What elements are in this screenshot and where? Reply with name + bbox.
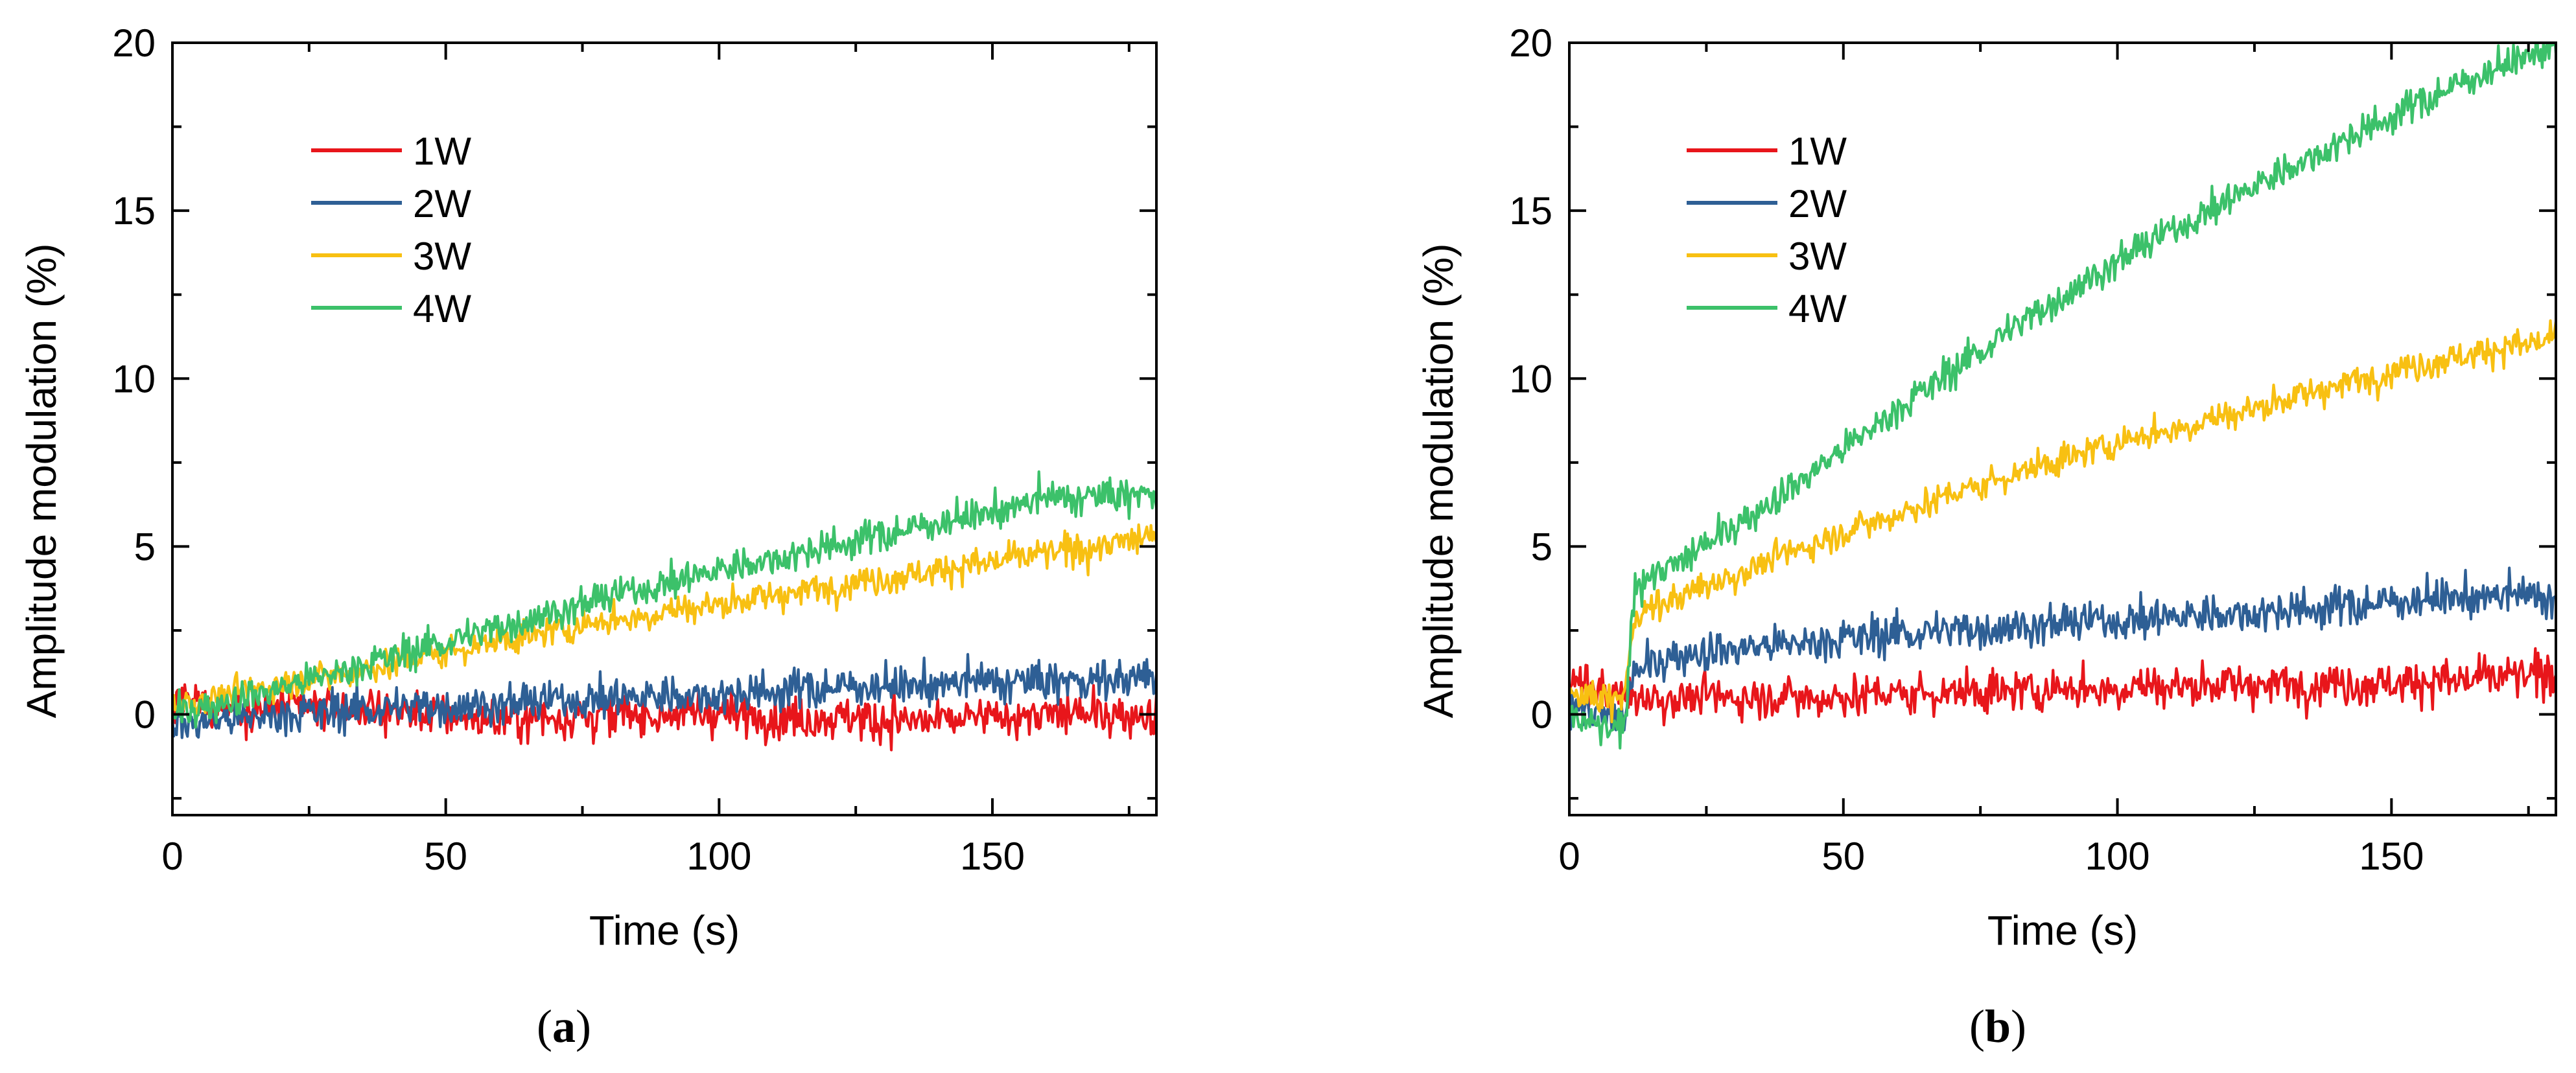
legend-label-4w: 4W — [413, 287, 471, 330]
caption-close-paren: ) — [2011, 1000, 2026, 1052]
x-tick-label: 50 — [1821, 835, 1865, 878]
legend-label-2w: 2W — [1788, 182, 1847, 225]
y-axis-label: Amplitude modulation (%) — [18, 244, 65, 719]
series-line-2w — [1569, 566, 2556, 740]
series-line-4w — [1569, 43, 2556, 750]
y-tick-label: 15 — [1509, 189, 1552, 233]
x-axis-label: Time (s) — [589, 907, 740, 954]
y-tick-label: 5 — [134, 525, 156, 568]
y-tick-label: 20 — [112, 21, 156, 65]
y-tick-label: 20 — [1509, 21, 1552, 65]
caption-letter: b — [1985, 1000, 2011, 1052]
panel-caption: (b) — [1969, 1000, 2026, 1052]
series-line-2w — [172, 652, 1156, 739]
plot-traces — [1569, 43, 2556, 750]
x-tick-label: 100 — [2085, 835, 2150, 878]
y-tick-label: 5 — [1531, 525, 1552, 568]
legend-label-1w: 1W — [1788, 130, 1847, 173]
legend: 1W 2W 3W 4W — [1687, 130, 1847, 330]
caption-open-paren: ( — [537, 1000, 552, 1052]
caption-letter: a — [552, 1000, 576, 1052]
x-tick-label: 150 — [960, 835, 1025, 878]
panel-caption: (a) — [537, 1000, 591, 1052]
legend-label-4w: 4W — [1788, 287, 1847, 330]
legend-label-3w: 3W — [1788, 235, 1847, 278]
legend-label-1w: 1W — [413, 130, 471, 173]
series-line-4w — [172, 470, 1156, 729]
series-line-3w — [1569, 319, 2556, 724]
panel-b: 0 50 100 150 0 5 10 15 20 Time (s) Amplitude modul… — [1415, 21, 2557, 1052]
y-tick-label: 0 — [1531, 693, 1552, 737]
caption-open-paren: ( — [1969, 1000, 1985, 1052]
series-line-1w — [1569, 647, 2556, 727]
y-axis-label: Amplitude modulation (%) — [1415, 244, 1462, 719]
x-tick-label: 0 — [1558, 835, 1580, 878]
caption-close-paren: ) — [576, 1000, 591, 1052]
y-tick-label: 10 — [1509, 357, 1552, 400]
x-axis-label: Time (s) — [1987, 907, 2138, 954]
legend-label-2w: 2W — [413, 182, 471, 225]
x-tick-label: 100 — [686, 835, 751, 878]
x-tick-label: 0 — [161, 835, 183, 878]
y-tick-label: 0 — [134, 693, 156, 737]
plot-frame — [1568, 41, 2557, 816]
x-tick-label: 150 — [2359, 835, 2424, 878]
plot-traces — [172, 470, 1156, 752]
x-tick-label: 50 — [424, 835, 467, 878]
y-tick-label: 15 — [112, 189, 156, 233]
y-tick-label: 10 — [112, 357, 156, 400]
panel-a: 0 50 100 150 0 5 10 15 20 Time (s) Amplitude modul… — [18, 21, 1158, 1052]
legend-label-3w: 3W — [413, 235, 471, 278]
plot-frame — [171, 41, 1158, 816]
legend: 1W 2W 3W 4W — [311, 130, 471, 330]
